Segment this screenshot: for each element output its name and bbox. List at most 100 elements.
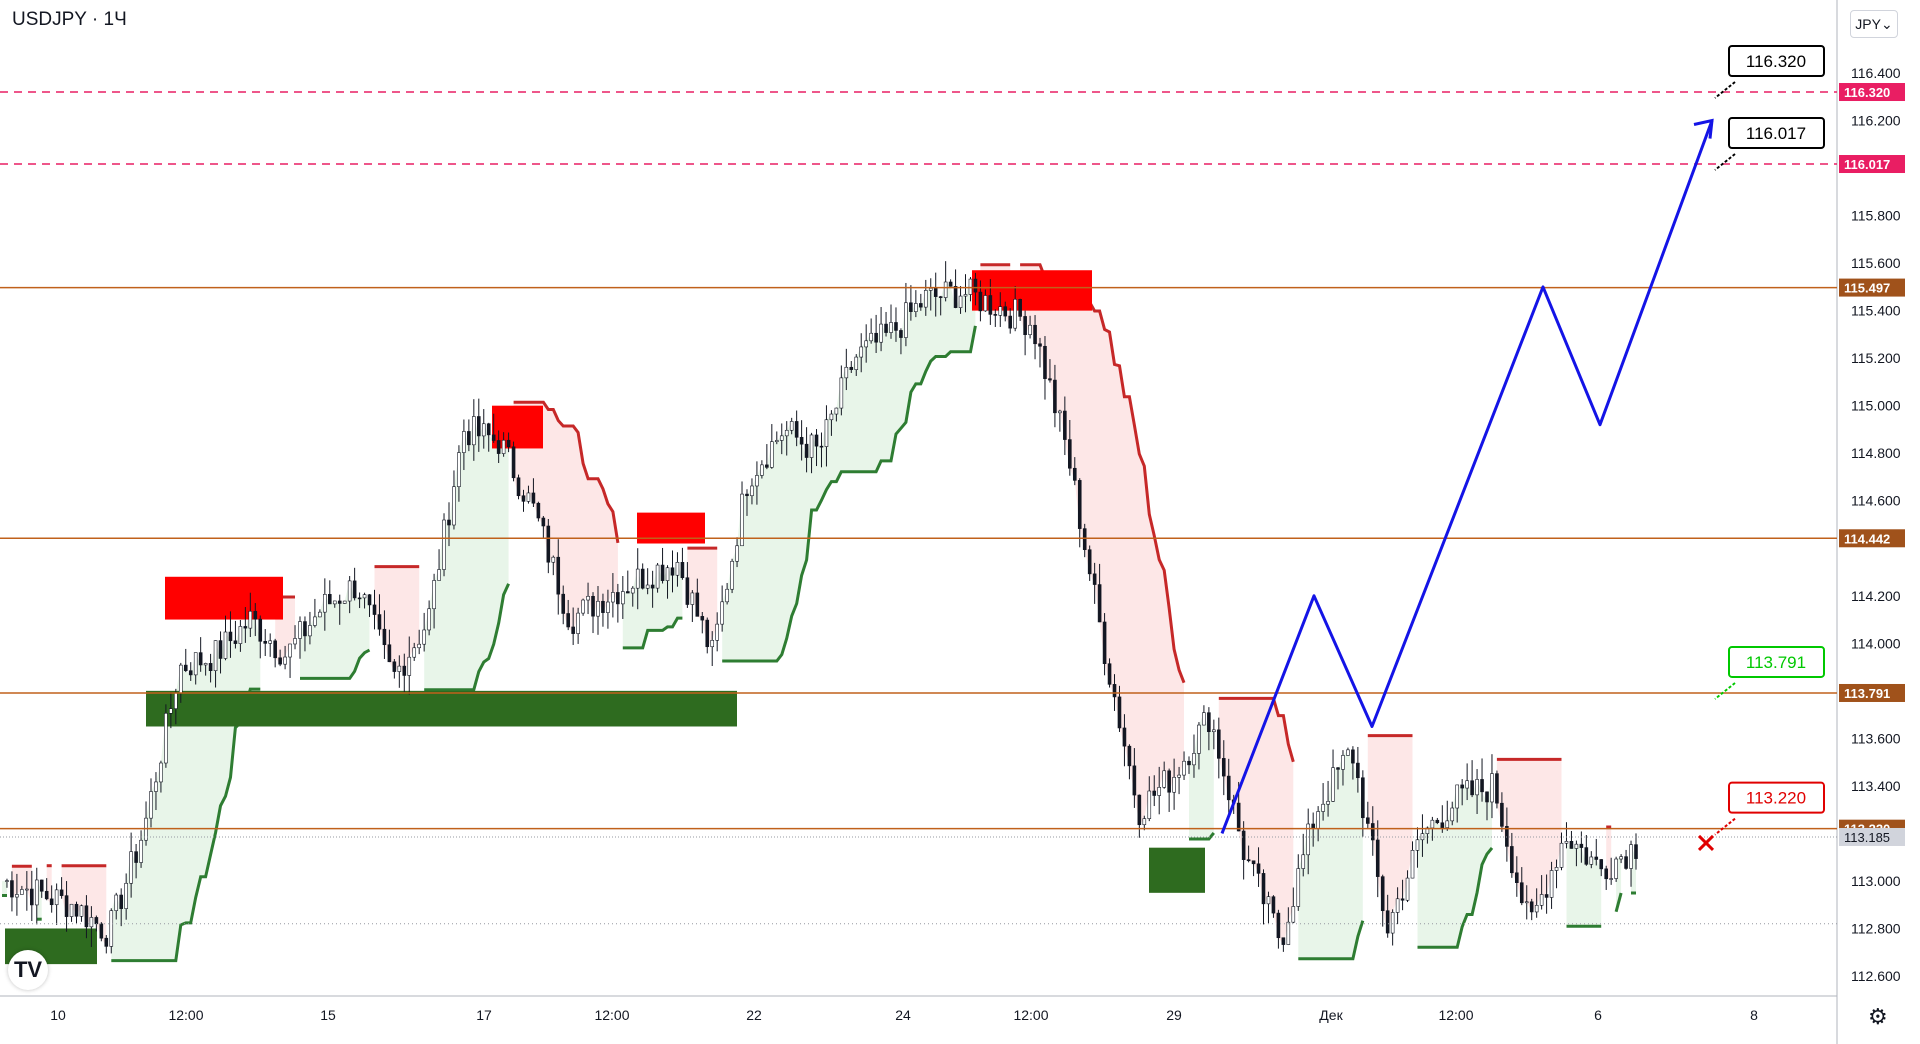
level-price-label: 114.442 [1844, 531, 1890, 546]
candle-body [362, 594, 367, 599]
candle-body [49, 898, 54, 906]
candle-body [616, 592, 620, 605]
trailing-stop-up-line [300, 648, 371, 680]
candle-body [566, 613, 570, 628]
candle-body [1415, 839, 1420, 851]
trend-cloud [61, 865, 107, 947]
candle-body [1505, 826, 1509, 847]
candle-body [521, 495, 526, 502]
candle-body [1495, 773, 1499, 804]
y-tick-label: 115.000 [1851, 398, 1901, 414]
level-price-label: 116.017 [1844, 157, 1890, 172]
candle-body [10, 880, 14, 898]
candle-body [705, 619, 710, 648]
candle-body [1246, 859, 1251, 862]
candle-body [268, 640, 272, 644]
trailing-stop-up-line [111, 687, 261, 963]
candle-body [1500, 802, 1504, 827]
candle-body [1023, 316, 1027, 335]
candle-body [124, 882, 128, 909]
candle-body [1619, 856, 1623, 860]
candle-body [1028, 324, 1032, 335]
candle-body [611, 592, 615, 603]
candle-body [1549, 870, 1554, 898]
candle-body [1226, 775, 1231, 801]
candle-body [452, 486, 456, 526]
candle-body [1122, 727, 1127, 747]
candle-body [784, 429, 789, 437]
candle-body [596, 600, 600, 617]
candle-body [5, 880, 9, 882]
candle-body [352, 580, 357, 599]
candle-body [904, 302, 908, 338]
candle-body [745, 493, 749, 497]
currency-button[interactable]: JPY ⌄ [1850, 10, 1898, 38]
candle-body [332, 600, 337, 605]
y-tick-label: 114.600 [1851, 493, 1901, 509]
candle-body [928, 288, 933, 291]
candle-body [1370, 823, 1375, 841]
callout-label: 113.791 [1746, 653, 1806, 672]
candle-body [1251, 860, 1256, 865]
candle-body [213, 640, 218, 671]
candle-body [134, 851, 138, 863]
candle-body [1157, 786, 1162, 796]
supply-zone [492, 405, 543, 449]
callout-leader [1714, 682, 1736, 700]
candle-body [25, 888, 29, 891]
candle-body [1063, 410, 1067, 440]
candle-body [1455, 784, 1460, 809]
candle-body [720, 601, 724, 625]
gear-icon[interactable]: ⚙ [1868, 1004, 1888, 1029]
candle-body [700, 616, 705, 621]
candle-body [323, 594, 327, 613]
candle-body [1385, 910, 1390, 934]
trend-cloud [300, 580, 370, 679]
candle-body [1058, 410, 1062, 414]
candle-body [1470, 780, 1474, 796]
tradingview-logo[interactable]: TV [8, 950, 48, 990]
x-tick-label: Дек [1319, 1007, 1343, 1023]
candle-body [586, 595, 590, 601]
x-tick-label: 12:00 [168, 1007, 203, 1023]
candle-body [318, 611, 322, 618]
candle-body [1480, 779, 1484, 793]
y-tick-label: 115.600 [1851, 255, 1901, 271]
candle-body [551, 556, 556, 563]
candle-body [1038, 343, 1042, 347]
candle-body [1440, 822, 1445, 828]
candle-body [571, 626, 575, 634]
candle-body [476, 416, 481, 437]
last-price-label: 113.185 [1844, 830, 1890, 845]
candle-body [164, 712, 168, 764]
level-price-label: 116.320 [1844, 85, 1890, 100]
candle-body [1554, 867, 1559, 871]
candle-body [1261, 873, 1266, 905]
candle-body [1132, 765, 1137, 796]
symbol-title[interactable]: USDJPY · 1Ч [12, 9, 127, 31]
x-tick-label: 17 [476, 1007, 492, 1023]
candle-body [198, 652, 203, 666]
candle-body [1331, 767, 1335, 802]
candle-body [119, 894, 123, 909]
candle-body [491, 434, 496, 441]
candle-body [357, 597, 362, 600]
candle-body [715, 623, 719, 641]
candle-body [735, 545, 739, 562]
candle-body [914, 303, 918, 312]
candle-body [1107, 663, 1112, 685]
candle-body [169, 708, 173, 714]
candle-body [1321, 803, 1325, 812]
y-tick-label: 114.800 [1851, 445, 1901, 461]
candle-body [958, 295, 963, 308]
candle-body [884, 323, 888, 333]
candle-body [839, 377, 844, 409]
candle-body [854, 356, 859, 370]
candle-body [263, 641, 268, 644]
candle-body [675, 562, 680, 576]
candle-body [1490, 773, 1494, 803]
stop-marker-icon [1697, 834, 1715, 851]
candle-body [59, 889, 64, 896]
candle-body [968, 278, 973, 295]
